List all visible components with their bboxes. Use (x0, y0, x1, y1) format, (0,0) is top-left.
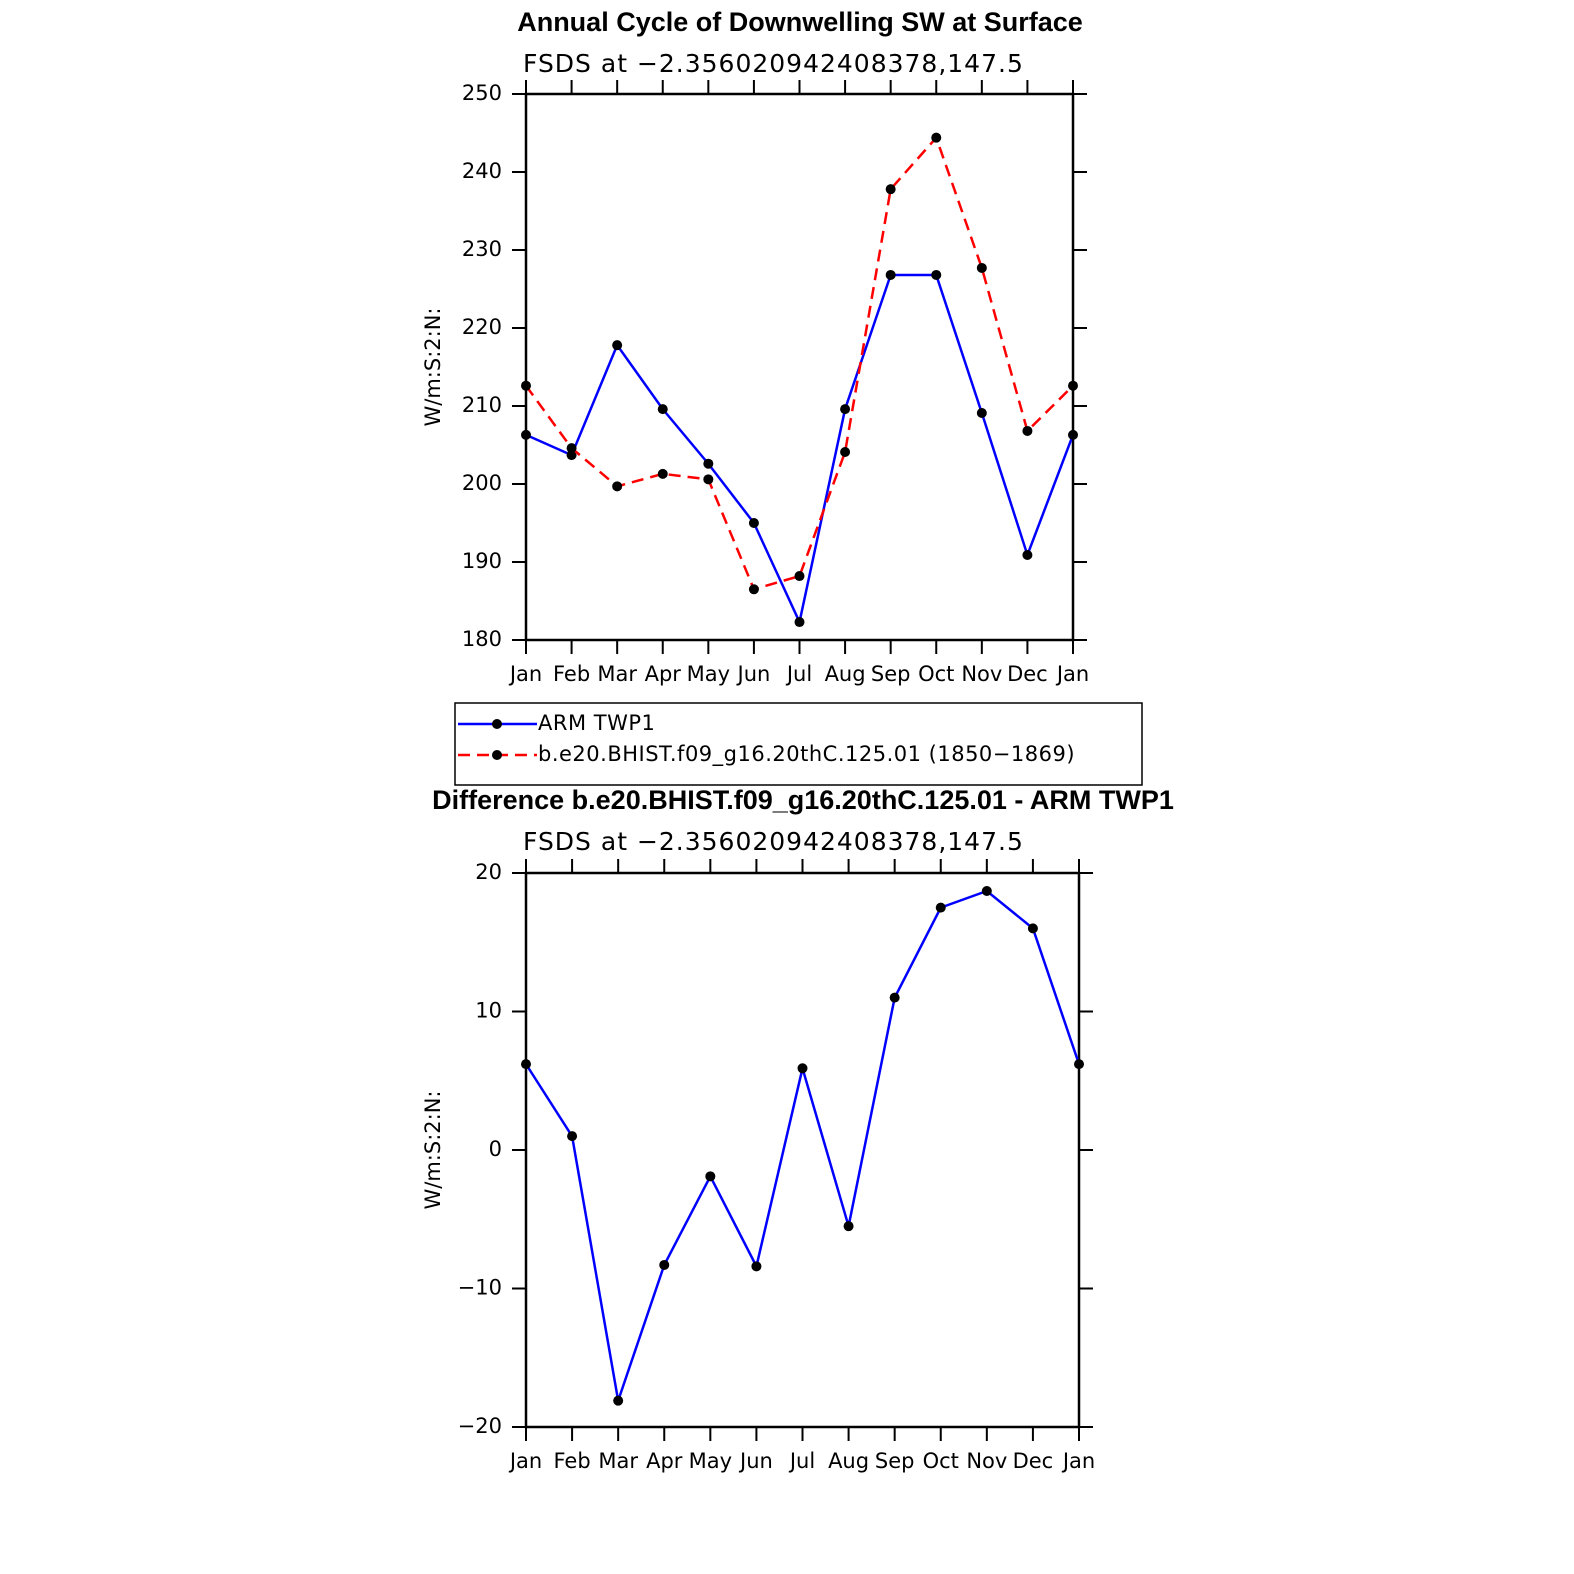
plot-frame (524, 92, 1075, 642)
data-point (976, 262, 987, 273)
x-tick-label: Jun (736, 662, 771, 686)
chart-title: Annual Cycle of Downwelling SW at Surfac… (517, 7, 1083, 37)
data-point (521, 429, 531, 440)
data-point (931, 132, 942, 143)
x-tick-label: Jul (785, 662, 812, 686)
data-point (981, 886, 992, 897)
data-point (1022, 549, 1033, 560)
y-axis-label: W/m:S:2:N: (421, 308, 445, 427)
x-tick-label: Aug (828, 1449, 869, 1473)
data-point (751, 1261, 762, 1272)
y-tick-label: −10 (458, 1276, 502, 1300)
x-tick-label: Sep (871, 662, 911, 686)
x-tick-label: Oct (923, 1449, 959, 1473)
x-tick-label: Aug (825, 662, 866, 686)
data-point (794, 571, 805, 582)
x-tick-label: Sep (875, 1449, 915, 1473)
data-point (843, 1221, 854, 1232)
data-point (840, 404, 851, 415)
data-point (521, 1059, 531, 1070)
data-point (705, 1171, 716, 1182)
x-tick-label: May (689, 1449, 732, 1473)
x-tick-label: Feb (553, 662, 590, 686)
x-tick-label: Jun (738, 1449, 773, 1473)
data-point (885, 269, 896, 280)
x-tick-label: Dec (1007, 662, 1048, 686)
data-point (703, 458, 714, 469)
y-tick-label: 190 (462, 549, 502, 573)
y-axis-label: W/m:S:2:N: (421, 1091, 445, 1210)
x-tick-label: Apr (645, 662, 682, 686)
y-tick-label: 240 (462, 159, 502, 183)
data-point (1027, 923, 1038, 934)
data-point (703, 474, 714, 485)
y-tick-label: 200 (462, 471, 502, 495)
legend-label: b.e20.BHIST.f09_g16.20thC.125.01 (1850−1… (538, 742, 1075, 767)
series-line (525, 273, 1075, 626)
x-tick-label: Oct (918, 662, 954, 686)
x-tick-label: Jan (1055, 662, 1089, 686)
data-point (748, 518, 759, 528)
data-point (931, 269, 942, 280)
data-point (521, 380, 531, 391)
y-tick-label: 250 (462, 81, 502, 105)
y-tick-label: 180 (462, 627, 502, 651)
y-tick-label: 20 (475, 860, 502, 884)
x-tick-label: Apr (646, 1449, 683, 1473)
data-point (657, 468, 668, 479)
y-tick-label: 220 (462, 315, 502, 339)
y-tick-label: 230 (462, 237, 502, 261)
x-tick-label: Feb (553, 1449, 590, 1473)
chart-subtitle: FSDS at −2.356020942408378,147.5 (523, 49, 1024, 78)
data-point (797, 1063, 808, 1074)
x-tick-label: Jan (508, 1449, 542, 1473)
x-tick-label: Mar (597, 662, 637, 686)
data-point (935, 902, 946, 913)
y-tick-label: 210 (462, 393, 502, 417)
series-line (524, 889, 1081, 1402)
x-tick-label: Dec (1013, 1449, 1054, 1473)
data-point (976, 408, 987, 419)
data-point (613, 1395, 624, 1406)
data-point (657, 404, 668, 415)
data-point (566, 450, 577, 461)
data-point (885, 184, 896, 195)
legend-marker (492, 719, 502, 729)
x-tick-label: Jul (788, 1449, 815, 1473)
data-point (840, 447, 851, 458)
y-tick-label: 10 (475, 999, 502, 1023)
y-tick-label: 0 (489, 1137, 502, 1161)
legend-label: ARM TWP1 (538, 711, 655, 735)
data-point (1022, 425, 1033, 436)
data-point (567, 1131, 578, 1142)
data-point (612, 481, 623, 492)
series-line (524, 135, 1074, 591)
x-tick-label: Nov (966, 1449, 1007, 1473)
data-point (1068, 380, 1078, 391)
chart-subtitle: FSDS at −2.356020942408378,147.5 (523, 827, 1024, 856)
data-point (748, 584, 759, 595)
data-point (659, 1259, 670, 1270)
data-point (794, 617, 805, 628)
data-point (1074, 1059, 1084, 1070)
plot-frame (524, 871, 1081, 1429)
data-point (889, 992, 900, 1003)
x-tick-label: Mar (598, 1449, 638, 1473)
x-tick-label: Jan (1061, 1449, 1095, 1473)
data-point (1068, 429, 1078, 440)
legend-box (454, 702, 1143, 786)
x-tick-label: Jan (508, 662, 542, 686)
x-tick-label: May (687, 662, 730, 686)
x-tick-label: Nov (961, 662, 1002, 686)
legend-marker (492, 750, 502, 760)
data-point (612, 340, 623, 351)
chart-title: Difference b.e20.BHIST.f09_g16.20thC.125… (432, 785, 1174, 815)
y-tick-label: −20 (458, 1414, 502, 1438)
data-point (566, 443, 577, 454)
